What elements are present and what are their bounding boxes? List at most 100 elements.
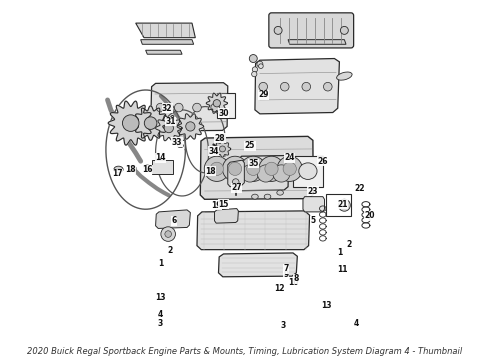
Circle shape (213, 100, 220, 107)
Text: 26: 26 (318, 157, 328, 166)
Polygon shape (150, 83, 228, 131)
Circle shape (252, 71, 257, 77)
Circle shape (222, 156, 247, 181)
Circle shape (161, 227, 175, 241)
Circle shape (232, 179, 239, 185)
Text: 17: 17 (112, 169, 123, 178)
Circle shape (257, 61, 263, 67)
Text: 1: 1 (158, 259, 163, 269)
Text: 28: 28 (215, 134, 225, 143)
Circle shape (241, 156, 266, 181)
Bar (326, 194, 351, 216)
Circle shape (242, 165, 259, 182)
Circle shape (252, 67, 258, 72)
Bar (217, 93, 235, 118)
Polygon shape (228, 160, 245, 187)
Text: 25: 25 (245, 141, 255, 150)
Ellipse shape (176, 132, 192, 141)
Ellipse shape (252, 194, 258, 199)
Text: 10: 10 (288, 278, 298, 287)
Circle shape (280, 82, 289, 91)
Text: 35: 35 (248, 159, 258, 168)
Polygon shape (146, 50, 182, 54)
Polygon shape (303, 197, 324, 212)
Text: 2: 2 (168, 246, 173, 255)
Polygon shape (133, 106, 168, 140)
Polygon shape (156, 210, 190, 229)
Text: 4: 4 (353, 319, 359, 328)
Polygon shape (215, 208, 238, 223)
Circle shape (259, 64, 263, 68)
Text: 22: 22 (354, 184, 365, 193)
Text: 6: 6 (171, 216, 176, 225)
Polygon shape (141, 40, 194, 44)
Circle shape (145, 117, 157, 129)
Text: 13: 13 (321, 301, 331, 310)
Polygon shape (237, 156, 289, 191)
Circle shape (257, 165, 274, 182)
Circle shape (165, 231, 172, 237)
Circle shape (323, 82, 332, 91)
Text: 19: 19 (212, 201, 222, 210)
Text: 18: 18 (205, 167, 216, 176)
Text: 11: 11 (338, 265, 348, 274)
Text: 2020 Buick Regal Sportback Engine Parts & Mounts, Timing, Lubrication System Dia: 2020 Buick Regal Sportback Engine Parts … (27, 347, 463, 356)
Ellipse shape (299, 163, 317, 179)
Circle shape (228, 162, 242, 175)
Ellipse shape (177, 144, 183, 148)
Text: 32: 32 (162, 104, 172, 113)
Ellipse shape (129, 166, 136, 171)
Text: 8: 8 (294, 274, 299, 283)
Circle shape (302, 82, 311, 91)
Text: 20: 20 (364, 211, 374, 220)
Circle shape (259, 82, 268, 91)
Polygon shape (108, 101, 153, 145)
Circle shape (204, 156, 229, 181)
Text: 15: 15 (218, 200, 229, 209)
Polygon shape (206, 93, 227, 113)
Circle shape (164, 123, 173, 133)
Circle shape (156, 103, 165, 112)
Bar (151, 159, 173, 175)
Polygon shape (156, 116, 182, 141)
Text: 3: 3 (280, 321, 286, 330)
Text: 24: 24 (285, 153, 295, 162)
Text: 31: 31 (165, 117, 176, 126)
Text: 2: 2 (347, 239, 352, 248)
Text: 9: 9 (284, 270, 289, 279)
Circle shape (193, 103, 201, 112)
Circle shape (174, 103, 183, 112)
Polygon shape (219, 253, 297, 277)
Text: 16: 16 (142, 165, 152, 174)
Bar (293, 156, 323, 187)
Text: 30: 30 (218, 109, 229, 118)
Polygon shape (288, 40, 346, 44)
Text: 14: 14 (155, 153, 166, 162)
Ellipse shape (264, 194, 271, 199)
Text: 5: 5 (310, 216, 316, 225)
Text: 18: 18 (125, 165, 136, 174)
Circle shape (265, 162, 278, 175)
Polygon shape (255, 59, 340, 114)
Ellipse shape (337, 72, 352, 80)
Circle shape (249, 55, 257, 63)
Text: 12: 12 (274, 284, 285, 293)
Text: 3: 3 (158, 319, 163, 328)
Polygon shape (200, 136, 313, 199)
Text: 27: 27 (231, 183, 242, 192)
Circle shape (339, 199, 350, 211)
Text: 21: 21 (338, 200, 348, 209)
Ellipse shape (208, 167, 215, 172)
Text: 34: 34 (208, 147, 219, 156)
Circle shape (122, 115, 139, 131)
Ellipse shape (114, 166, 123, 173)
Text: 4: 4 (158, 310, 163, 319)
Text: 23: 23 (308, 186, 318, 195)
Circle shape (274, 26, 282, 34)
Circle shape (246, 162, 260, 175)
Circle shape (220, 146, 225, 152)
Polygon shape (197, 211, 310, 249)
Ellipse shape (277, 190, 283, 195)
Text: 7: 7 (284, 264, 289, 273)
Circle shape (210, 162, 223, 175)
